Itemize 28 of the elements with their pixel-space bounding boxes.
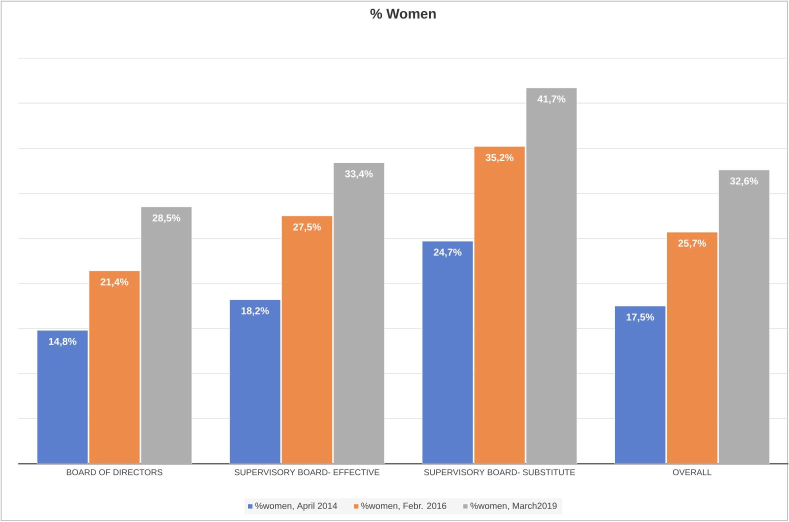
x-tick-label: BOARD OF DIRECTORS	[66, 469, 162, 476]
data-label: 25,7%	[678, 240, 706, 248]
data-label: 27,5%	[293, 224, 321, 232]
legend-label: %women, March2019	[470, 502, 557, 510]
data-label: 35,2%	[486, 154, 514, 163]
x-tick-label: SUPERVISORY BOARD- EFFECTIVE	[234, 469, 380, 476]
x-tick-label: SUPERVISORY BOARD- SUBSTITUTE	[424, 469, 576, 476]
bar	[88, 270, 140, 464]
legend-label: %women, Febr. 2016	[361, 502, 446, 510]
data-label: 24,7%	[434, 248, 462, 258]
data-label: 33,4%	[345, 170, 373, 179]
x-tick-label: OVERALL	[672, 469, 712, 476]
data-label: 28,5%	[152, 214, 180, 224]
bar	[666, 232, 718, 464]
data-label: 41,7%	[538, 96, 566, 104]
legend-label: %women, April 2014	[255, 502, 338, 511]
data-label: 32,6%	[730, 178, 758, 186]
data-label: 21,4%	[100, 278, 128, 288]
data-label: 18,2%	[242, 307, 269, 316]
data-label: 14,8%	[48, 338, 76, 346]
bar	[36, 330, 88, 464]
data-label: 17,5%	[626, 314, 654, 322]
bar	[422, 240, 474, 464]
bar	[229, 299, 281, 464]
bar	[474, 146, 526, 464]
chart-title: % Women	[370, 8, 436, 19]
bar	[614, 306, 666, 464]
bar	[281, 216, 333, 464]
